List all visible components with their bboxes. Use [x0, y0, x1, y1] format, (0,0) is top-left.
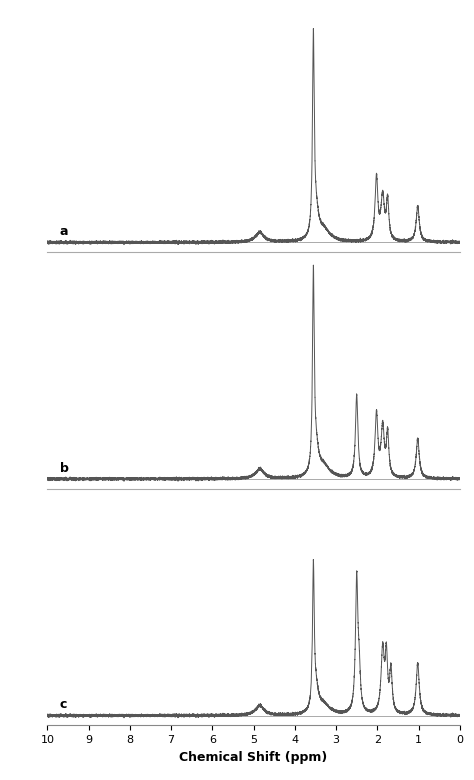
Text: a: a: [60, 225, 68, 238]
Text: b: b: [60, 462, 69, 474]
X-axis label: Chemical Shift (ppm): Chemical Shift (ppm): [180, 750, 328, 764]
Text: c: c: [60, 698, 67, 711]
